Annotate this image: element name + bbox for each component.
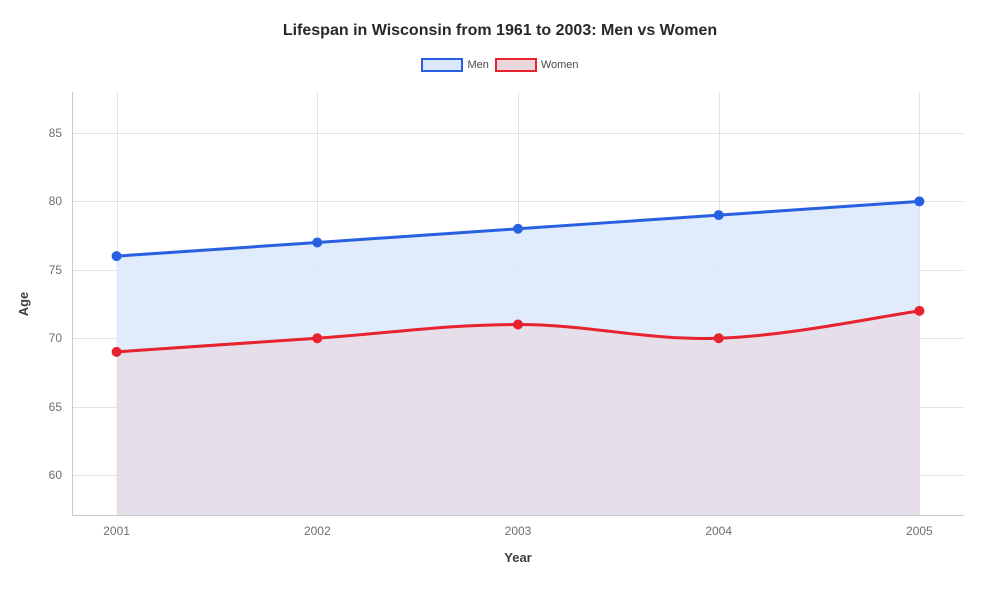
- x-tick-label: 2003: [505, 524, 532, 538]
- legend: Men Women: [0, 58, 1000, 72]
- chart-title: Lifespan in Wisconsin from 1961 to 2003:…: [0, 22, 1000, 40]
- legend-item-men[interactable]: Men: [421, 58, 488, 72]
- y-tick-label: 70: [49, 331, 62, 345]
- x-axis-title: Year: [504, 550, 531, 565]
- plot-area: 20012002200320042005 606570758085 Year A…: [72, 92, 964, 516]
- legend-item-women[interactable]: Women: [495, 58, 579, 72]
- x-tick-label: 2004: [705, 524, 732, 538]
- series-svg: [72, 92, 964, 516]
- data-point[interactable]: [313, 238, 322, 247]
- data-point[interactable]: [915, 197, 924, 206]
- y-axis-title: Age: [16, 292, 31, 317]
- data-point[interactable]: [714, 211, 723, 220]
- x-tick-label: 2005: [906, 524, 933, 538]
- y-tick-label: 80: [49, 194, 62, 208]
- legend-label-women: Women: [541, 59, 579, 71]
- data-point[interactable]: [112, 252, 121, 261]
- x-tick-label: 2001: [103, 524, 130, 538]
- data-point[interactable]: [112, 347, 121, 356]
- data-point[interactable]: [714, 334, 723, 343]
- data-point[interactable]: [915, 306, 924, 315]
- y-tick-label: 75: [49, 263, 62, 277]
- x-tick-label: 2002: [304, 524, 331, 538]
- y-tick-label: 65: [49, 400, 62, 414]
- data-point[interactable]: [514, 224, 523, 233]
- chart-container: Lifespan in Wisconsin from 1961 to 2003:…: [0, 0, 1000, 600]
- legend-label-men: Men: [467, 59, 488, 71]
- legend-swatch-men: [421, 58, 463, 72]
- y-tick-label: 85: [49, 126, 62, 140]
- data-point[interactable]: [313, 334, 322, 343]
- data-point[interactable]: [514, 320, 523, 329]
- legend-swatch-women: [495, 58, 537, 72]
- y-tick-label: 60: [49, 468, 62, 482]
